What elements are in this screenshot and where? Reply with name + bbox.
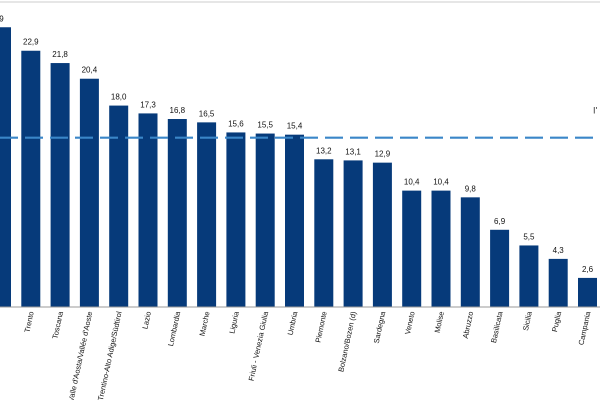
bar-18 [519, 245, 539, 307]
bar-10 [285, 134, 304, 307]
category-label: Toscana [50, 310, 65, 340]
bar-value-label: 15,5 [257, 121, 273, 130]
category-labels-layer: Trento Toscana Valle d'Aosta/Vallée d'Aost… [23, 310, 593, 400]
category-label: Sardegna [372, 310, 388, 344]
category-label: Liguria [227, 310, 241, 335]
bar-value-label: 6,9 [494, 217, 506, 226]
bar-value-label: 9,8 [465, 184, 477, 193]
category-label: Friuli - Venezia Giulia [247, 310, 271, 382]
bar-1 [21, 50, 41, 308]
category-label: Abruzzo [461, 311, 476, 340]
bar-14 [402, 190, 422, 307]
bar-value-label: 15,4 [287, 122, 303, 131]
bar-13 [372, 162, 392, 307]
bar-19 [548, 258, 568, 307]
bar-value-label: 10,4 [404, 178, 420, 187]
bar-value-label: 13,1 [345, 147, 361, 156]
bar-value-label: 4,3 [553, 246, 565, 255]
bar-11 [314, 159, 334, 307]
bar-value-label: 22,9 [23, 38, 39, 47]
bar-value-label: 17,3 [140, 100, 156, 109]
category-label: Umbria [286, 310, 300, 336]
category-label: Campania [577, 310, 593, 346]
category-label: Trentino-Alto Adige/Südtirol [96, 310, 124, 400]
bar-15 [431, 190, 451, 307]
bar-17 [490, 229, 510, 307]
category-label: Lombardia [166, 310, 182, 347]
bar-value-label: 15,6 [228, 119, 244, 128]
bar-value-label: 16,5 [199, 109, 215, 118]
category-label: Piemonte [313, 311, 328, 344]
bar-value-label: 5,5 [523, 232, 535, 241]
category-label: Veneto [403, 311, 417, 336]
bar-7 [197, 122, 217, 308]
bar-value-label: 16,8 [170, 106, 186, 115]
bar-0 [0, 27, 11, 307]
bar-9 [255, 133, 275, 307]
reference-line-label: I' [593, 106, 598, 116]
bar-value-label: 9 [0, 14, 4, 23]
bar-value-label: 10,4 [433, 178, 449, 187]
category-label: Basilicata [489, 310, 505, 344]
category-label: Bolzano/Bozen (d) [336, 310, 358, 373]
bar-2 [50, 63, 70, 307]
bar-value-label: 20,4 [82, 66, 98, 75]
category-label: Puglia [550, 310, 563, 333]
category-label: Valle d'Aosta/Vallée d'Aoste [66, 311, 94, 400]
bar-12 [343, 160, 363, 307]
bar-3 [79, 78, 99, 307]
bar-value-label: 21,8 [52, 50, 68, 59]
bar-6 [167, 119, 187, 308]
category-label: Molise [433, 311, 446, 334]
bars-layer [0, 27, 597, 308]
bar-4 [109, 105, 129, 307]
bar-value-label: 18,0 [111, 93, 127, 102]
bar-value-label: 13,2 [316, 146, 332, 155]
bar-value-label: 2,6 [582, 265, 594, 274]
bar-20 [578, 277, 597, 307]
value-labels-layer: 9 22,9 21,8 20,4 18,0 17,3 16,8 16,5 15,6 15,5 15,… [0, 14, 594, 274]
bar-5 [138, 113, 158, 308]
category-label: Sicilia [521, 310, 534, 332]
category-label: Trento [23, 311, 36, 334]
bar-8 [226, 132, 246, 307]
reference-line-layer: I' [0, 106, 600, 139]
bar-16 [460, 197, 480, 307]
category-label: Lazio [140, 311, 153, 330]
bar-value-label: 12,9 [375, 150, 391, 159]
category-label: Marche [198, 311, 212, 337]
